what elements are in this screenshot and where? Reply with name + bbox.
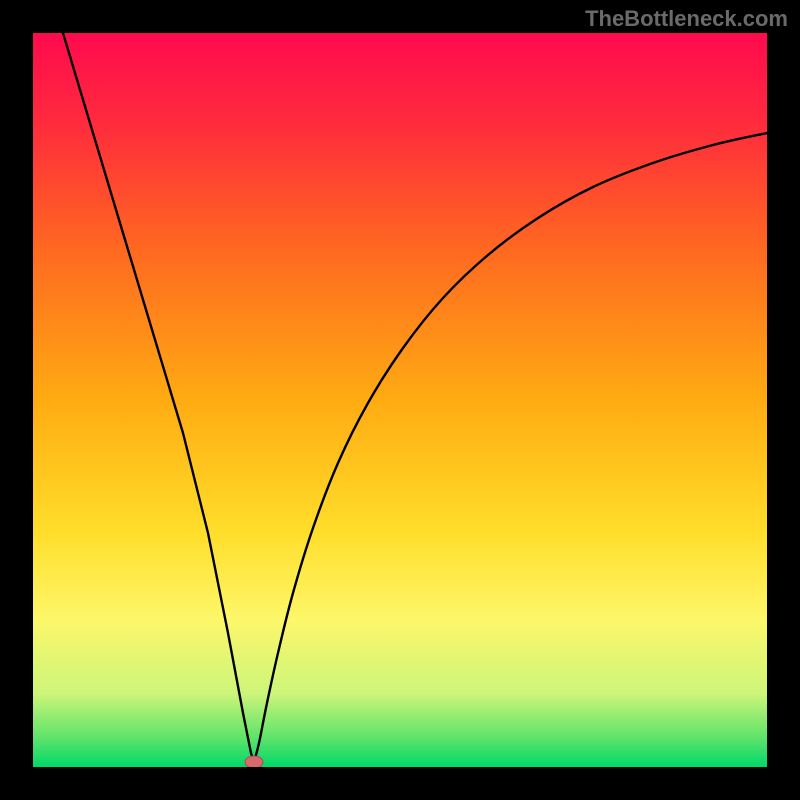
bottleneck-curve: [33, 33, 767, 767]
watermark-text: TheBottleneck.com: [585, 6, 788, 32]
minimum-marker: [245, 756, 263, 767]
plot-area: [33, 33, 767, 767]
